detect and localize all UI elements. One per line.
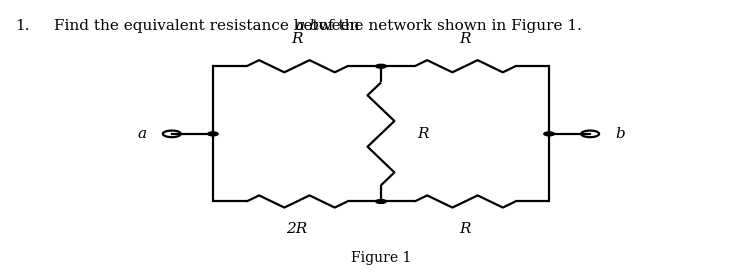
Text: Figure 1: Figure 1 xyxy=(351,251,411,265)
Text: b: b xyxy=(615,127,625,141)
Text: 1.: 1. xyxy=(15,19,29,33)
Circle shape xyxy=(376,200,386,203)
Text: a-b: a-b xyxy=(296,19,320,33)
Text: of the network shown in Figure 1.: of the network shown in Figure 1. xyxy=(314,19,582,33)
Text: a: a xyxy=(137,127,146,141)
Text: 2R: 2R xyxy=(286,222,308,236)
Circle shape xyxy=(544,132,554,136)
Text: R: R xyxy=(417,127,428,141)
Text: R: R xyxy=(291,31,303,46)
Text: R: R xyxy=(459,31,471,46)
Circle shape xyxy=(376,64,386,68)
Text: R: R xyxy=(459,222,471,236)
Text: Find the equivalent resistance between: Find the equivalent resistance between xyxy=(54,19,364,33)
Circle shape xyxy=(208,132,218,136)
